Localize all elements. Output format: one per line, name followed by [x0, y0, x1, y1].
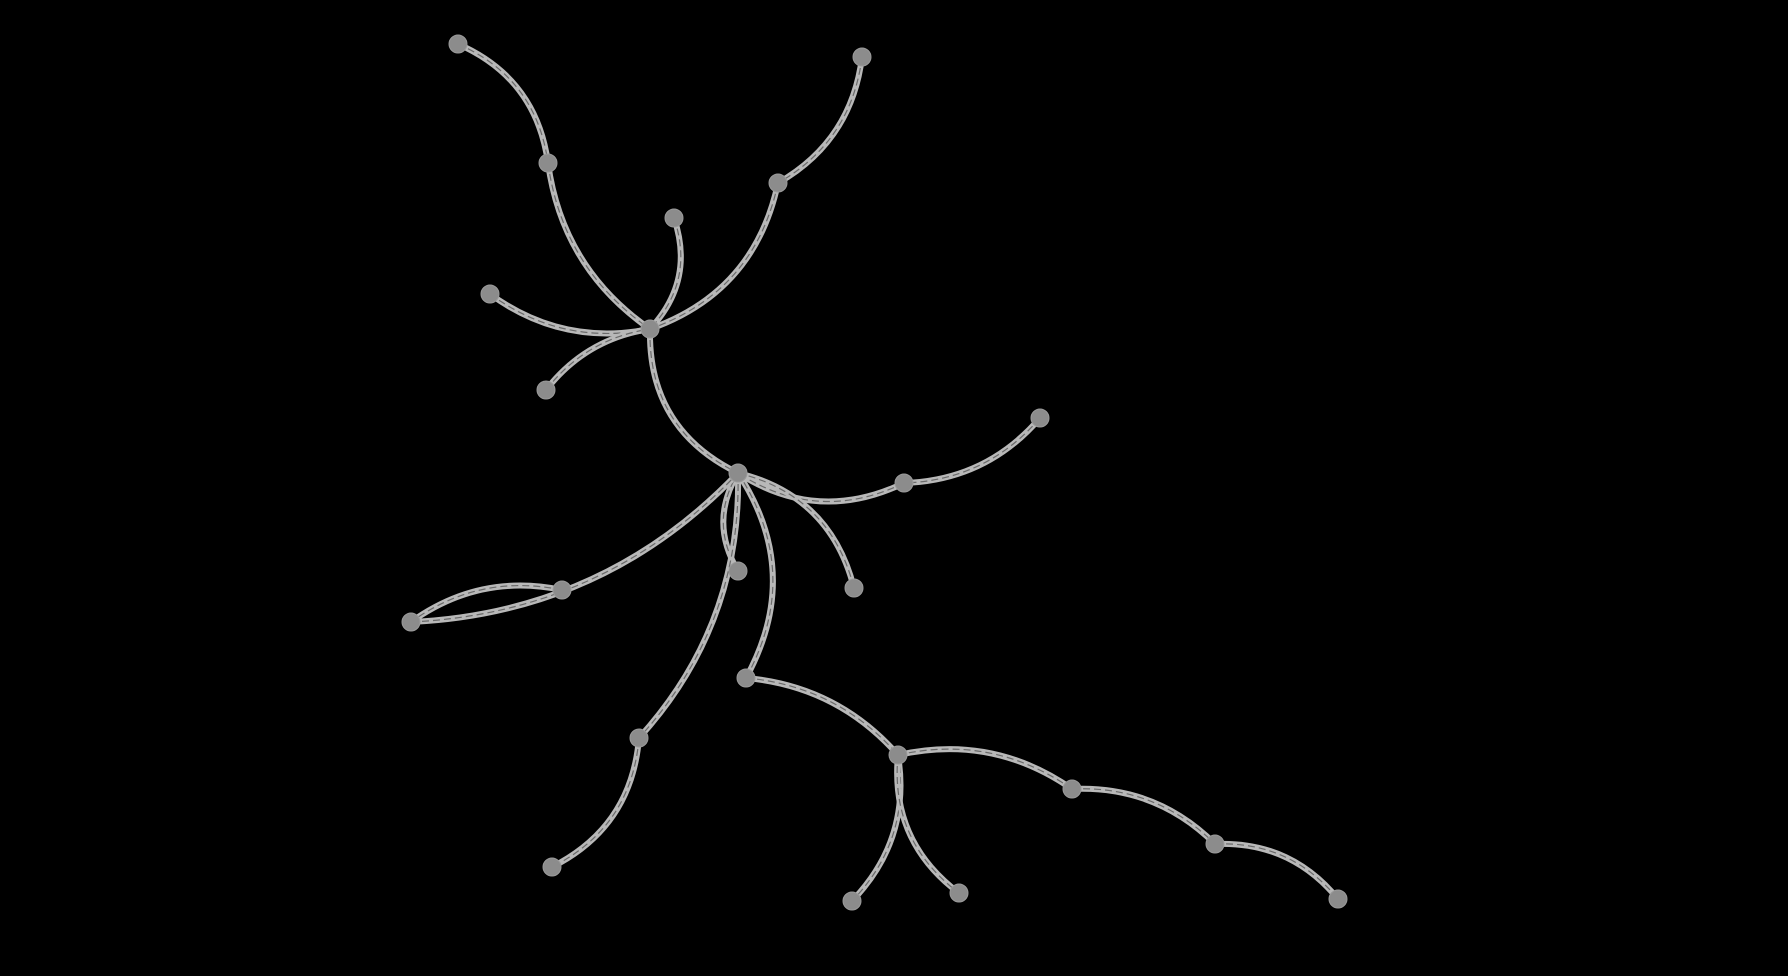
edge-line [735, 470, 857, 591]
graph-node[interactable] [538, 153, 558, 173]
edge-dash [896, 754, 960, 894]
graph-edge [455, 41, 551, 166]
graph-node[interactable] [552, 580, 572, 600]
graph-edge [743, 675, 901, 758]
graph-edge [543, 326, 653, 393]
hub-node[interactable] [888, 745, 908, 765]
edge-dash [1214, 843, 1339, 900]
graph-node[interactable] [401, 612, 421, 632]
graph-node[interactable] [1205, 834, 1225, 854]
graph-edge [735, 470, 776, 681]
graph-edge [647, 215, 684, 332]
edge-dash [547, 162, 651, 330]
graph-node[interactable] [842, 891, 862, 911]
edge-dash [745, 677, 899, 756]
hub-node[interactable] [640, 319, 660, 339]
edge-dash [851, 754, 902, 902]
graph-edge [1212, 840, 1341, 902]
edge-line [549, 735, 642, 870]
edge-dash [649, 217, 682, 330]
edge-line [408, 470, 741, 625]
graph-node[interactable] [736, 668, 756, 688]
edge-dash [410, 472, 739, 623]
graph-edge [545, 160, 653, 332]
graph-node[interactable] [894, 473, 914, 493]
graph-node[interactable] [1030, 408, 1050, 428]
graph-node[interactable] [629, 728, 649, 748]
edge-line [1212, 840, 1341, 902]
graph-node[interactable] [844, 578, 864, 598]
edge-line [545, 160, 653, 332]
graph-node[interactable] [664, 208, 684, 228]
graph-edge [549, 735, 642, 870]
edge-line [775, 54, 865, 186]
edge-dash [649, 328, 739, 474]
graph-edge [735, 470, 907, 505]
graph-edge [775, 54, 865, 186]
edge-dash [638, 472, 739, 739]
graph-edge [895, 746, 1075, 792]
graph-edge [735, 470, 857, 591]
graph-edge [647, 180, 781, 332]
graph-edge [408, 470, 741, 625]
edge-line [543, 326, 653, 393]
edge-line [743, 675, 901, 758]
graph-node[interactable] [542, 857, 562, 877]
edge-line [894, 752, 962, 896]
graph-edge [1069, 785, 1218, 847]
graph-node[interactable] [1328, 889, 1348, 909]
edge-dash [410, 584, 563, 623]
edge-line [1069, 785, 1218, 847]
edge-line [408, 582, 565, 625]
graph-node[interactable] [852, 47, 872, 67]
edge-dash [649, 182, 779, 330]
graph-node[interactable] [448, 34, 468, 54]
graph-node[interactable] [949, 883, 969, 903]
edge-dash [1071, 788, 1216, 845]
edge-dash [545, 328, 651, 391]
edge-dash [737, 472, 905, 503]
edge-line [455, 41, 551, 166]
edge-layer [408, 41, 1341, 904]
graph-edge [646, 326, 741, 476]
edge-dash [897, 748, 1073, 790]
edge-dash [777, 56, 863, 184]
graph-node[interactable] [536, 380, 556, 400]
graph-node[interactable] [768, 173, 788, 193]
edge-dash [551, 737, 640, 868]
edge-dash [737, 472, 774, 679]
graph-edge [901, 415, 1043, 486]
graph-edge [849, 752, 904, 904]
hub-node[interactable] [728, 463, 748, 483]
edge-line [647, 215, 684, 332]
edge-line [849, 752, 904, 904]
graph-edge [894, 752, 962, 896]
edge-dash [457, 43, 549, 164]
edge-dash [903, 417, 1041, 484]
node-layer [401, 34, 1348, 911]
edge-line [895, 746, 1075, 792]
graph-node[interactable] [728, 561, 748, 581]
graph-node[interactable] [480, 284, 500, 304]
edge-line [901, 415, 1043, 486]
graph-edge [636, 470, 742, 741]
edge-dash [737, 472, 855, 589]
edge-line [646, 326, 741, 476]
graph-node[interactable] [1062, 779, 1082, 799]
graph-edge [408, 582, 565, 625]
